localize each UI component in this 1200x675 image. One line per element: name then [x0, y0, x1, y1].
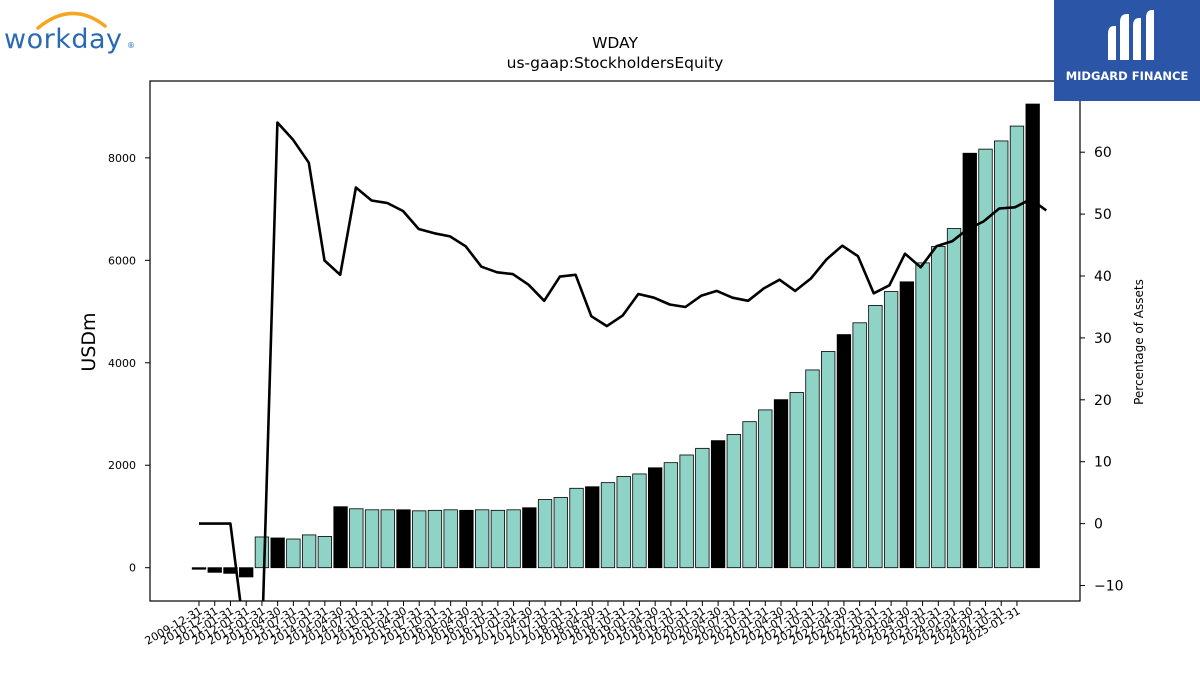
bar-41	[836, 334, 852, 569]
y-tick-label: 2000	[108, 459, 136, 472]
y2-tick-label: 30	[1094, 331, 1112, 347]
bar-51	[994, 140, 1009, 569]
bar-7	[301, 534, 317, 569]
y2-tick-label: 60	[1094, 145, 1112, 161]
bar-11	[364, 509, 380, 569]
bar-42	[852, 322, 867, 569]
midgard-finance-logo: MIDGARD FINANCE	[1054, 0, 1200, 101]
bar-19	[490, 509, 506, 569]
bar-17	[459, 509, 474, 569]
chart-title: WDAY	[592, 34, 638, 52]
bar-35	[742, 421, 757, 569]
y2-tick-label: −10	[1094, 579, 1124, 595]
bar-23	[553, 497, 568, 569]
bar-53	[1025, 103, 1040, 569]
y2-tick-label: 20	[1094, 393, 1112, 409]
bar-27	[616, 476, 631, 569]
bar-50	[978, 148, 993, 569]
bar-3	[239, 567, 254, 578]
bar-40	[821, 351, 836, 569]
y2-tick-label: 10	[1094, 455, 1112, 471]
workday-wordmark: workday	[4, 24, 123, 55]
bar-37	[773, 399, 789, 569]
bar-44	[883, 291, 899, 569]
bar-20	[506, 509, 521, 569]
bar-49	[962, 152, 977, 569]
bar-8	[317, 536, 332, 569]
bar-0	[191, 567, 207, 570]
bar-38	[789, 392, 804, 569]
plot-area: 02000400060008000−1001020304050602009-12…	[108, 103, 1124, 648]
bar-36	[758, 409, 773, 569]
chart-subtitle: us-gaap:StockholdersEquity	[507, 54, 724, 72]
bar-26	[600, 482, 616, 569]
bar-33	[710, 440, 726, 569]
bar-13	[396, 509, 411, 569]
bar-28	[632, 473, 647, 569]
bar-52	[1009, 125, 1025, 569]
percentage-of-assets-line	[199, 121, 1048, 601]
bar-29	[648, 467, 663, 569]
workday-logo: workday ®	[4, 6, 135, 58]
bar-34	[726, 434, 741, 569]
bar-1	[207, 567, 222, 573]
bar-4	[254, 536, 270, 569]
bar-16	[443, 509, 458, 569]
bar-5	[270, 537, 285, 569]
y2-tick-label: 40	[1094, 269, 1112, 285]
bar-10	[349, 508, 364, 569]
bar-30	[663, 462, 679, 569]
y-axis-label: USDm	[78, 312, 100, 371]
bar-43	[868, 304, 883, 569]
y2-tick-label: 50	[1094, 207, 1112, 223]
bar-39	[805, 369, 820, 569]
y2-axis-label: Percentage of Assets	[1132, 279, 1146, 405]
bar-18	[474, 509, 490, 569]
y-tick-label: 4000	[108, 357, 136, 370]
workday-registered-mark: ®	[127, 41, 135, 50]
bar-6	[286, 538, 301, 569]
bar-45	[899, 281, 914, 569]
y2-tick-label: 0	[1094, 517, 1103, 533]
bar-15	[427, 509, 443, 569]
bar-9	[333, 506, 348, 569]
bar-14	[412, 510, 427, 569]
bar-48	[946, 228, 962, 569]
midgard-emblem-icon	[1108, 10, 1154, 60]
y-tick-label: 6000	[108, 254, 136, 267]
bar-31	[679, 454, 694, 569]
bar-32	[695, 447, 710, 569]
midgard-brand-text: MIDGARD FINANCE	[1065, 69, 1189, 83]
plot-frame	[149, 80, 1081, 602]
bar-25	[585, 486, 600, 569]
bar-22	[537, 499, 553, 569]
bar-24	[569, 487, 584, 569]
bar-21	[522, 507, 537, 569]
bar-46	[915, 262, 930, 569]
workday-arc-icon	[36, 11, 107, 30]
bar-47	[931, 246, 946, 569]
y-tick-label: 8000	[108, 152, 136, 165]
bar-12	[380, 509, 395, 569]
y-tick-label: 0	[129, 562, 136, 575]
